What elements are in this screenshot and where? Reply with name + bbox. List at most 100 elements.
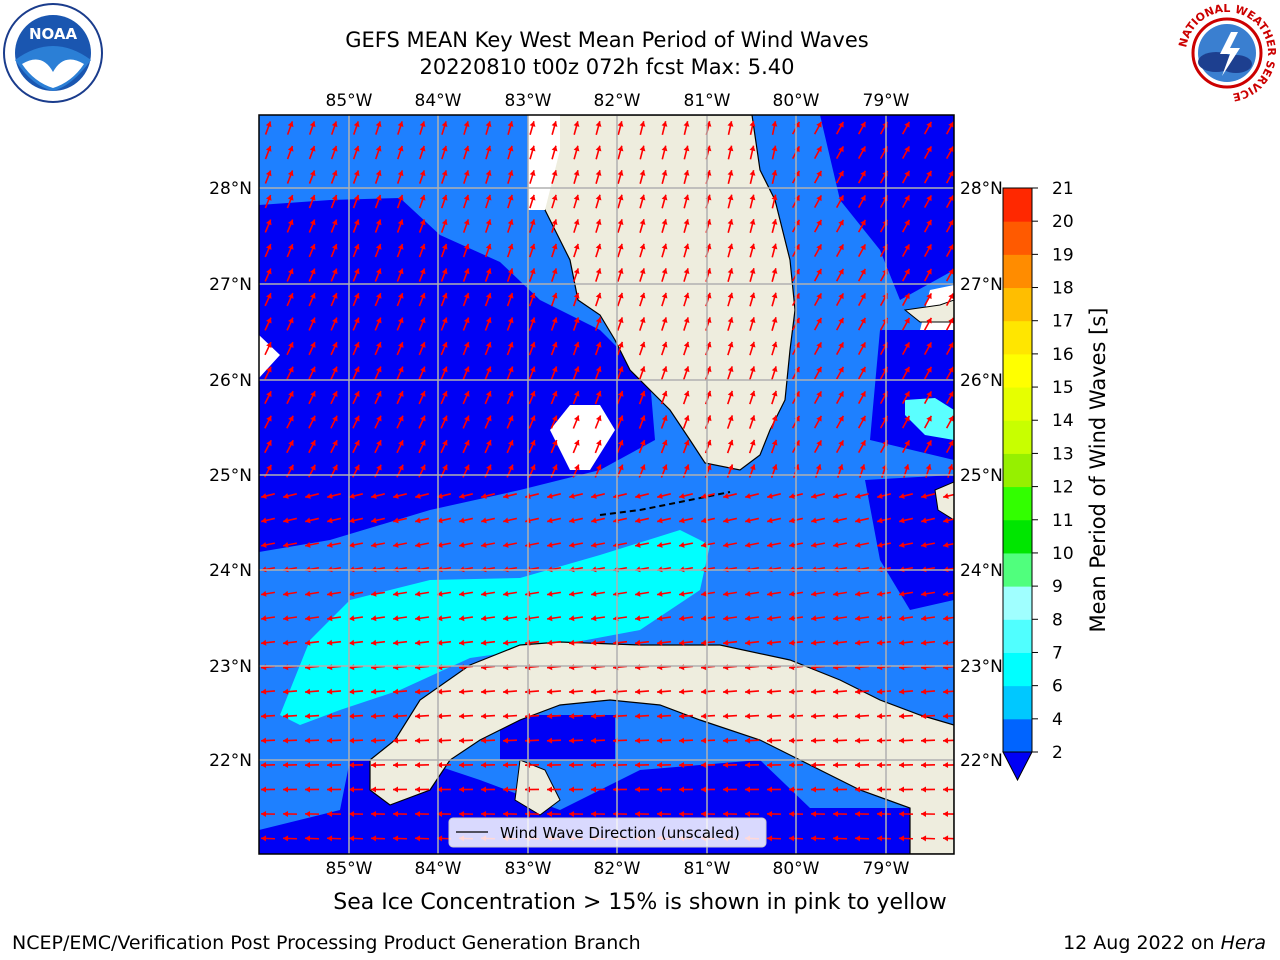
wind-wave-arrow-head [415, 615, 421, 622]
wind-wave-arrow-head [507, 366, 514, 373]
longitude-label: 79°W [863, 859, 910, 879]
colorbar-tick-label: 7 [1052, 643, 1063, 663]
wind-wave-arrow-head [767, 786, 773, 793]
wind-wave-arrow-head [639, 439, 646, 446]
wind-wave-arrow-head [877, 517, 883, 524]
wind-wave-arrow-head [838, 293, 844, 300]
wind-wave-arrow-head [860, 391, 866, 398]
wind-wave-arrow-head [727, 415, 734, 422]
wind-wave-arrow-head [283, 493, 289, 499]
wind-wave-arrow-head [771, 145, 778, 152]
wind-wave-arrow-head [745, 810, 751, 817]
wind-wave-arrow-head [657, 762, 663, 769]
wind-wave-arrow-head [749, 341, 756, 348]
wind-wave-arrow-head [376, 391, 382, 397]
period-zone-2-east [865, 475, 954, 610]
wind-wave-arrow-head [771, 317, 778, 323]
wind-wave-arrow-head [551, 292, 558, 299]
wind-wave-arrow-head [349, 810, 355, 817]
wind-wave-arrow-head [305, 762, 311, 769]
wind-wave-arrow-head [855, 517, 861, 524]
wind-wave-arrow-head [551, 170, 558, 176]
wind-wave-arrow-head [767, 737, 773, 744]
wind-wave-arrow-head [727, 341, 734, 348]
wind-wave-arrow-head [723, 810, 729, 817]
wind-wave-arrow-head [948, 342, 954, 349]
wind-wave-arrow-head [683, 366, 690, 373]
wind-wave-arrow-head [437, 737, 443, 744]
wind-wave-arrow-head [261, 615, 267, 622]
wind-wave-arrow-head [305, 810, 311, 817]
wind-wave-arrow-head [679, 786, 685, 793]
wind-wave-arrow-head [459, 590, 465, 597]
wind-wave-arrow-head [701, 590, 707, 597]
wind-wave-arrow-head [838, 391, 844, 398]
wind-wave-arrow-head [415, 688, 421, 695]
wind-wave-arrow-head [679, 762, 685, 769]
wind-wave-arrow-head [573, 440, 580, 446]
wind-wave-arrow-head [309, 145, 316, 152]
wind-wave-arrow-head [701, 615, 707, 622]
colorbar-tick-label: 10 [1052, 544, 1074, 564]
wind-wave-arrow-head [481, 615, 487, 622]
wind-wave-arrow-head [595, 440, 602, 446]
wind-wave-arrow-head [353, 121, 360, 128]
wind-wave-arrow-head [437, 590, 443, 597]
colorbar: 2 4 6 7 8 9 10 11 12 13 14 15 16 17 18 19 20 21 [1002, 179, 1074, 782]
wind-wave-arrow-head [794, 268, 800, 275]
wind-wave-arrow-head [727, 268, 734, 274]
longitude-label: 80°W [773, 91, 820, 111]
wind-wave-arrow-head [617, 366, 624, 373]
wind-wave-arrow-head [415, 517, 421, 524]
wind-wave-arrow-head [529, 292, 536, 299]
wind-wave-arrow-head [639, 194, 646, 201]
wind-wave-arrow-head [899, 737, 905, 744]
wind-wave-arrow-head [371, 639, 377, 646]
wind-wave-arrow-head [503, 786, 509, 793]
wind-wave-arrow-head [591, 810, 597, 817]
wind-wave-arrow-head [838, 415, 844, 422]
wind-wave-arrow-head [398, 366, 404, 373]
wind-wave-arrow-head [767, 762, 773, 769]
wind-wave-arrow-head [547, 762, 553, 769]
wind-wave-arrow-head [437, 786, 443, 793]
wind-wave-arrow-head [595, 121, 602, 127]
wind-wave-arrow-head [481, 688, 487, 695]
wind-wave-arrow-head [639, 317, 646, 324]
wind-wave-arrow-head [811, 517, 817, 524]
wind-wave-arrow-head [727, 219, 734, 225]
wind-wave-arrow-head [305, 493, 311, 499]
wind-wave-arrow-head [921, 713, 927, 720]
wind-wave-arrow-head [398, 464, 404, 471]
wind-wave-arrow-head [507, 391, 514, 397]
wind-wave-arrow-head [860, 195, 866, 202]
wind-wave-arrow-head [371, 762, 377, 769]
wind-wave-arrow-head [420, 464, 426, 471]
wind-wave-arrow-head [661, 464, 668, 471]
wind-wave-arrow-head [375, 268, 382, 275]
wind-wave-arrow-head [569, 810, 575, 817]
wind-wave-arrow-head [393, 517, 399, 524]
wind-wave-arrow-head [789, 590, 795, 597]
wind-wave-arrow-head [771, 194, 778, 201]
wind-wave-arrow-head [701, 737, 707, 744]
wind-wave-arrow-head [794, 415, 800, 422]
colorbar-tick-label: 17 [1052, 312, 1074, 332]
wind-wave-arrow-head [855, 762, 861, 769]
wind-wave-arrow-head [816, 121, 822, 128]
wind-wave-arrow-head [287, 219, 294, 226]
wind-wave-arrow-head [635, 762, 641, 769]
wind-wave-arrow-head [833, 688, 839, 695]
wind-wave-arrow-head [617, 317, 624, 324]
wind-wave-arrow-head [415, 835, 421, 842]
wind-wave-arrow-head [437, 835, 443, 842]
wind-wave-arrow-head [283, 688, 289, 695]
wind-wave-arrow-head [948, 366, 954, 373]
wind-wave-arrow-head [639, 170, 646, 176]
wind-wave-arrow-head [860, 293, 866, 300]
wind-wave-arrow-head [573, 317, 580, 324]
wind-wave-arrow-head [283, 541, 289, 548]
wind-wave-arrow-head [749, 194, 756, 201]
wind-wave-arrow-head [855, 688, 861, 695]
wind-wave-arrow-head [459, 615, 465, 622]
